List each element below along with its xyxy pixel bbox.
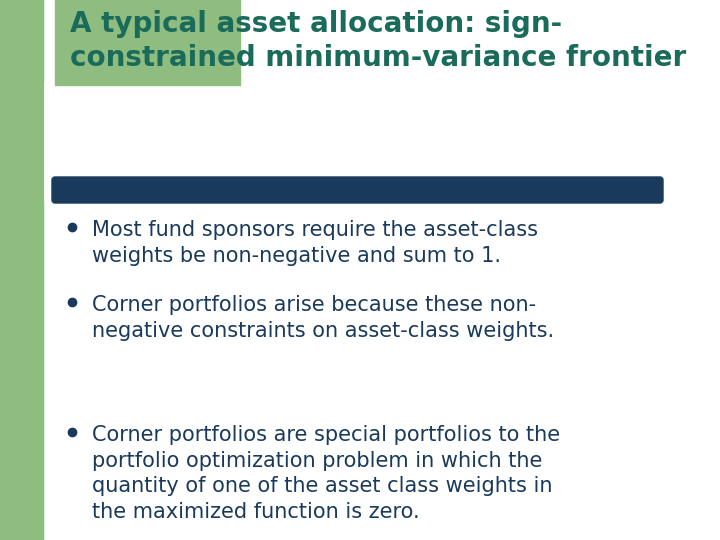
Text: A typical asset allocation: sign-
constrained minimum-variance frontier: A typical asset allocation: sign- constr… — [70, 10, 686, 71]
Bar — [55, 0, 240, 85]
Bar — [55, 0, 240, 85]
FancyBboxPatch shape — [45, 0, 720, 210]
Text: Most fund sponsors require the asset-class
weights be non-negative and sum to 1.: Most fund sponsors require the asset-cla… — [92, 220, 538, 266]
Text: Corner portfolios are special portfolios to the
portfolio optimization problem i: Corner portfolios are special portfolios… — [92, 425, 560, 522]
FancyBboxPatch shape — [45, 75, 720, 540]
FancyBboxPatch shape — [52, 177, 663, 203]
Text: Corner portfolios arise because these non-
negative constraints on asset-class w: Corner portfolios arise because these no… — [92, 295, 554, 341]
